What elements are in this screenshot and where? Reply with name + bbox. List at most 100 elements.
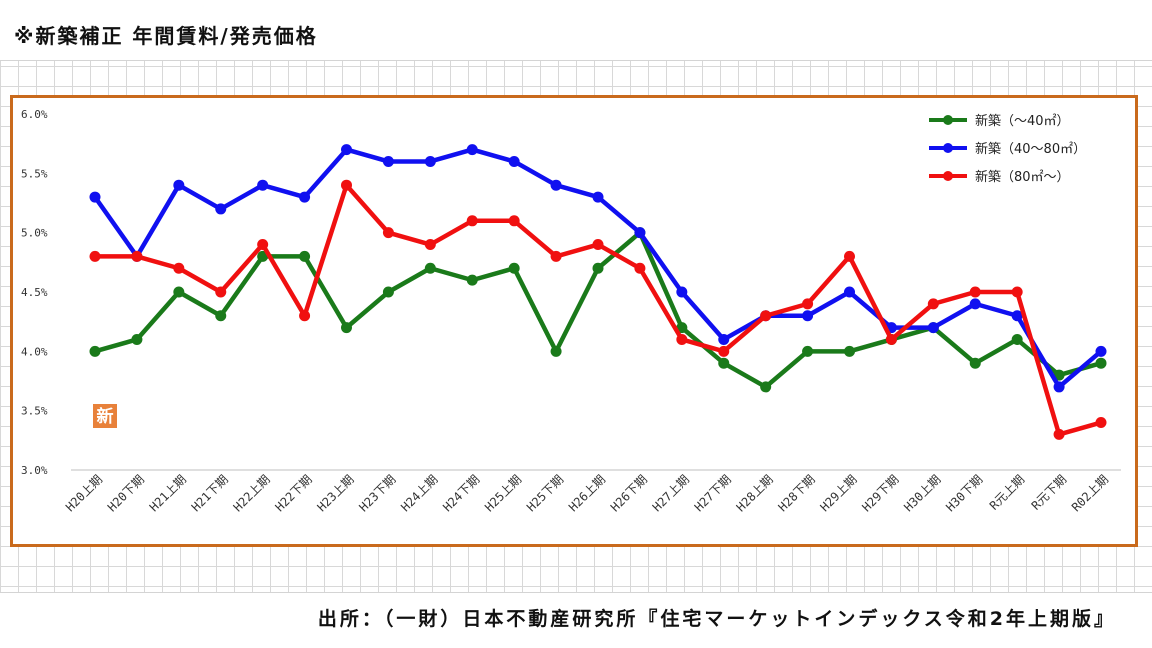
data-point (1095, 345, 1107, 357)
data-point (676, 286, 688, 298)
x-tick-label: H27下期 (692, 472, 734, 514)
x-tick-label: H21上期 (147, 472, 189, 514)
data-point (257, 239, 269, 251)
x-tick-label: H26上期 (566, 472, 608, 514)
data-point (257, 179, 269, 191)
data-point (550, 345, 562, 357)
x-tick-label: H22下期 (272, 472, 314, 514)
line-chart: 3.0%3.5%4.0%4.5%5.0%5.5%6.0%H20上期 H20下期 H2… (21, 108, 1121, 514)
data-point (424, 239, 436, 251)
data-point (802, 345, 814, 357)
data-point (760, 381, 772, 393)
data-point (1011, 333, 1023, 345)
data-point (173, 286, 185, 298)
data-point (969, 286, 981, 298)
data-point (844, 345, 855, 357)
data-point (1095, 417, 1107, 429)
data-point (341, 179, 352, 191)
data-point (299, 191, 311, 203)
data-point (466, 274, 478, 286)
x-tick-label: H29上期 (817, 472, 859, 514)
x-tick-label: H20下期 (105, 472, 147, 514)
data-point (1011, 286, 1023, 298)
data-point (927, 322, 939, 334)
y-tick-label: 4.5% (21, 286, 48, 299)
data-point (466, 144, 478, 156)
data-point (718, 357, 730, 369)
data-point (927, 298, 939, 310)
data-point (89, 191, 101, 203)
data-point (885, 333, 897, 345)
x-tick-label: R02上期 (1069, 472, 1111, 514)
x-tick-label: R元下期 (1029, 472, 1069, 512)
data-source-note: 出所：（一財）日本不動産研究所『住宅マーケットインデックス令和2年上期版』 (317, 608, 1116, 630)
x-tick-label: H20上期 (63, 472, 105, 514)
x-tick-label: H30上期 (901, 472, 943, 514)
data-point (508, 215, 520, 227)
data-point (1053, 369, 1065, 381)
x-tick-label: H22上期 (231, 472, 273, 514)
legend-label: 新築（40～80㎡） (975, 141, 1086, 157)
chart-legend: 新築（～40㎡） 新築（40～80㎡） 新築（80㎡～） (929, 113, 1086, 185)
data-point (257, 250, 269, 262)
data-point (1011, 310, 1023, 322)
data-point (382, 227, 394, 239)
x-tick-label: H24上期 (398, 472, 440, 514)
chart-series (89, 144, 1107, 440)
y-tick-label: 4.0% (21, 345, 48, 358)
data-point (131, 333, 143, 345)
data-point (592, 239, 604, 251)
y-tick-label: 5.0% (21, 227, 48, 240)
data-point (382, 286, 394, 298)
data-point (131, 250, 143, 262)
data-point (550, 179, 562, 191)
data-point (466, 215, 478, 227)
data-point (802, 298, 814, 310)
x-tick-label: H26下期 (608, 472, 650, 514)
data-point (969, 298, 981, 310)
chart-axes: 3.0%3.5%4.0%4.5%5.0%5.5%6.0%H20上期 H20下期 H2… (21, 108, 1121, 514)
data-point (173, 179, 185, 191)
x-tick-label: H30下期 (943, 472, 985, 514)
data-point (592, 262, 604, 274)
x-tick-label: H21下期 (189, 472, 231, 514)
data-point (718, 345, 730, 357)
x-tick-label: H25下期 (524, 472, 566, 514)
legend-label: 新築（～40㎡） (975, 113, 1070, 129)
new-build-badge-label: 新 (97, 406, 114, 427)
data-point (1095, 357, 1107, 369)
data-point (89, 345, 101, 357)
x-tick-label: H23下期 (356, 472, 398, 514)
x-tick-label: H28下期 (775, 472, 817, 514)
data-point (424, 262, 436, 274)
header-band (0, 0, 1152, 61)
data-point (508, 155, 520, 167)
data-point (1053, 428, 1065, 440)
x-tick-label: R元上期 (987, 472, 1027, 512)
x-tick-label: H24下期 (440, 472, 482, 514)
data-point (844, 286, 855, 298)
series-line (92, 182, 1104, 437)
new-build-badge-box (93, 404, 117, 428)
data-point (215, 310, 227, 322)
x-tick-label: H23上期 (314, 472, 356, 514)
data-point (89, 250, 101, 262)
x-tick-label: H27上期 (650, 472, 692, 514)
data-point (844, 250, 855, 262)
data-point (215, 203, 227, 215)
data-point (215, 286, 227, 298)
data-point (299, 310, 311, 322)
footer-band (0, 592, 1152, 648)
data-point (299, 250, 311, 262)
data-point (1053, 381, 1065, 393)
new-build-badge: 新 (93, 404, 117, 428)
data-point (382, 155, 394, 167)
data-point (634, 227, 646, 239)
legend-label: 新築（80㎡～） (975, 169, 1070, 185)
data-point (760, 310, 772, 322)
legend-marker (943, 115, 953, 125)
data-point (341, 322, 352, 334)
data-point (508, 262, 520, 274)
x-tick-label: H28上期 (734, 472, 776, 514)
x-tick-label: H29下期 (859, 472, 901, 514)
